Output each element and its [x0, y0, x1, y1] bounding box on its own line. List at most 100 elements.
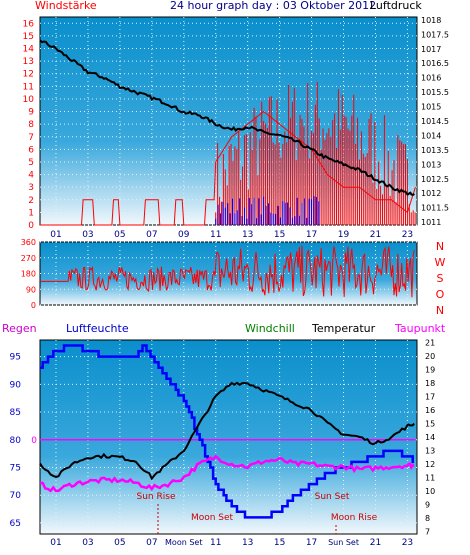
compass-label: S: [437, 272, 444, 285]
bottom-series: [39, 344, 416, 519]
temperature-tick-label: 20: [425, 352, 435, 361]
compass-label: O: [436, 288, 445, 301]
temperature-tick-label: 19: [425, 366, 435, 375]
x-tick-label: 01: [50, 230, 61, 240]
wind-tick-label: 3: [28, 183, 34, 193]
x-tick-label: 21: [370, 538, 381, 548]
wind-tick-label: 14: [23, 45, 35, 55]
annotations: Sun Rise Moon Set Sun Set Moon Rise: [137, 492, 378, 534]
wind-tick-label: 5: [28, 158, 34, 168]
wind-tick-label: 2: [28, 196, 34, 206]
temperature-tick-label: 9: [425, 500, 430, 509]
x-tick-label: 05: [114, 538, 125, 548]
pressure-tick-label: 1013: [421, 160, 441, 169]
x-tick-label: 11: [210, 538, 221, 548]
humidity-tick-label: 70: [10, 491, 22, 501]
temperature-tick-label: 17: [425, 393, 435, 402]
wind-direction-line: [40, 245, 415, 298]
wind-tick-label: 4: [28, 171, 34, 181]
legend-luftfeuchte: Luftfeuchte: [66, 322, 129, 335]
x-tick-label: 17: [306, 230, 317, 240]
temperature-tick-label: 8: [425, 514, 430, 523]
pressure-tick-label: 1016.5: [421, 59, 449, 68]
wind-line: [40, 110, 416, 226]
x-tick-label: Moon Set: [165, 538, 202, 547]
pressure-tick-label: 1011: [421, 218, 441, 227]
annotation-sun-rise: Sun Rise: [137, 492, 176, 502]
x-tick-label: 09: [178, 230, 190, 240]
pressure-tick-label: 1017.5: [421, 30, 449, 39]
temperature-tick-label: 10: [425, 487, 435, 496]
compass-label: N: [436, 304, 444, 317]
pressure-tick-label: 1015: [421, 103, 441, 112]
wind-tick-label: 0: [28, 221, 34, 231]
wind-axis-label: Windstärke: [35, 0, 97, 12]
wind-tick-label: 9: [28, 108, 34, 118]
temperature-tick-label: 21: [425, 339, 435, 348]
pressure-tick-label: 1016: [421, 74, 441, 83]
dewpoint-line: [39, 454, 415, 493]
temperature-line: [39, 381, 415, 481]
annotation-sun-set: Sun Set: [315, 492, 350, 502]
pressure-tick-label: 1015.5: [421, 88, 449, 97]
pressure-tick-label: 1018: [421, 16, 441, 25]
x-tick-label: 07: [146, 230, 157, 240]
humidity-tick-label: 85: [10, 408, 21, 418]
temperature-tick-label: 15: [425, 420, 435, 429]
x-tick-label: 13: [242, 538, 253, 548]
legend-temperatur: Temperatur: [311, 322, 376, 335]
compass-label: N: [436, 240, 444, 253]
x-tick-label: 23: [402, 538, 413, 548]
humidity-tick-label: 95: [10, 353, 21, 363]
pressure-tick-label: 1014.5: [421, 117, 449, 126]
wind-tick-label: 8: [28, 120, 34, 130]
x-tick-label: 19: [338, 230, 350, 240]
x-tick-label: 05: [114, 230, 125, 240]
humidity-tick-label: 75: [10, 463, 21, 473]
legend-windchill: Windchill: [245, 322, 295, 335]
direction-tick-label: 90: [26, 285, 36, 294]
temperature-tick-label: 7: [425, 527, 430, 536]
x-tick-label: 21: [370, 230, 381, 240]
pressure-axis-label: Luftdruck: [370, 0, 422, 12]
x-tick-label: 23: [402, 230, 413, 240]
humidity-tick-label: 80: [10, 436, 22, 446]
x-tick-label: 07: [146, 538, 157, 548]
wind-tick-label: 12: [23, 70, 34, 80]
legend-taupunkt: Taupunkt: [394, 322, 446, 335]
temperature-tick-label: 12: [425, 460, 435, 469]
annotation-moon-rise: Moon Rise: [331, 513, 378, 523]
temperature-tick-label: 14: [425, 433, 435, 442]
x-tick-label: 15: [274, 538, 285, 548]
bottom-plot-area: [39, 339, 418, 535]
wind-tick-label: 11: [23, 82, 34, 92]
direction-tick-label: 0: [31, 301, 36, 310]
wind-tick-label: 1: [28, 208, 34, 218]
top-grid: [40, 17, 417, 226]
x-tick-label: 17: [306, 538, 317, 548]
humidity-tick-label: 65: [10, 519, 21, 529]
wind-tick-label: 16: [23, 19, 35, 29]
x-tick-label: 15: [274, 230, 285, 240]
temperature-tick-label: 13: [425, 446, 435, 455]
pressure-line: [39, 39, 415, 196]
pressure-tick-label: 1017: [421, 45, 441, 54]
x-tick-label: 11: [210, 230, 221, 240]
wind-tick-label: 7: [28, 133, 34, 143]
mid-series: [40, 245, 415, 298]
x-tick-label: 03: [82, 230, 93, 240]
wind-tick-label: 6: [28, 145, 34, 155]
x-tick-label: 01: [50, 538, 61, 548]
compass-label: W: [435, 256, 446, 269]
temperature-tick-label: 11: [425, 473, 435, 482]
wind-tick-label: 13: [23, 57, 34, 67]
pressure-tick-label: 1013.5: [421, 146, 449, 155]
wind-tick-label: 15: [23, 32, 34, 42]
x-tick-label: 13: [242, 230, 253, 240]
humidity-tick-label: 90: [10, 380, 22, 390]
direction-tick-label: 270: [21, 254, 36, 263]
pressure-tick-label: 1011.5: [421, 204, 449, 213]
pressure-tick-label: 1012: [421, 189, 441, 198]
pressure-tick-label: 1012.5: [421, 175, 449, 184]
